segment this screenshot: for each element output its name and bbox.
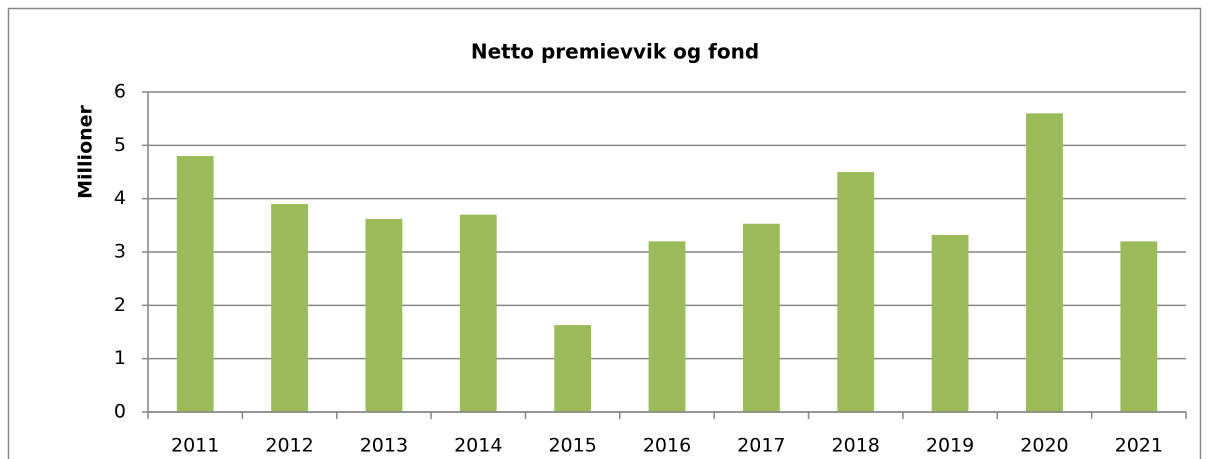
x-tick-label: 2016 [643,435,691,457]
bar [931,234,969,412]
bar [742,223,780,412]
x-tick-label: 2017 [737,435,785,457]
bar [1120,241,1158,412]
x-tick-label: 2011 [171,435,219,457]
y-tick-label: 5 [114,134,126,156]
y-axis-label: Millioner [75,104,97,198]
bar [837,172,875,412]
y-tick-label: 1 [114,347,126,369]
chart-title: Netto premievvik og fond [471,40,759,64]
x-tick-label: 2018 [832,435,880,457]
y-tick-label: 4 [114,187,126,209]
x-tick-label: 2019 [926,435,974,457]
bar [459,214,497,412]
bar [176,156,214,412]
y-tick-label: 0 [114,401,126,423]
bar [271,204,308,412]
x-tick-label: 2012 [265,435,313,457]
y-tick-label: 2 [114,294,126,316]
y-tick-label: 6 [114,81,126,103]
x-tick-label: 2020 [1020,435,1068,457]
bar [1026,113,1063,412]
bar [648,241,686,412]
x-tick-label: 2013 [360,435,408,457]
bar [365,218,403,412]
bar [554,325,592,412]
x-tick-label: 2015 [548,435,596,457]
x-tick-label: 2021 [1115,435,1163,457]
x-tick-label: 2014 [454,435,502,457]
y-tick-label: 3 [114,241,126,263]
